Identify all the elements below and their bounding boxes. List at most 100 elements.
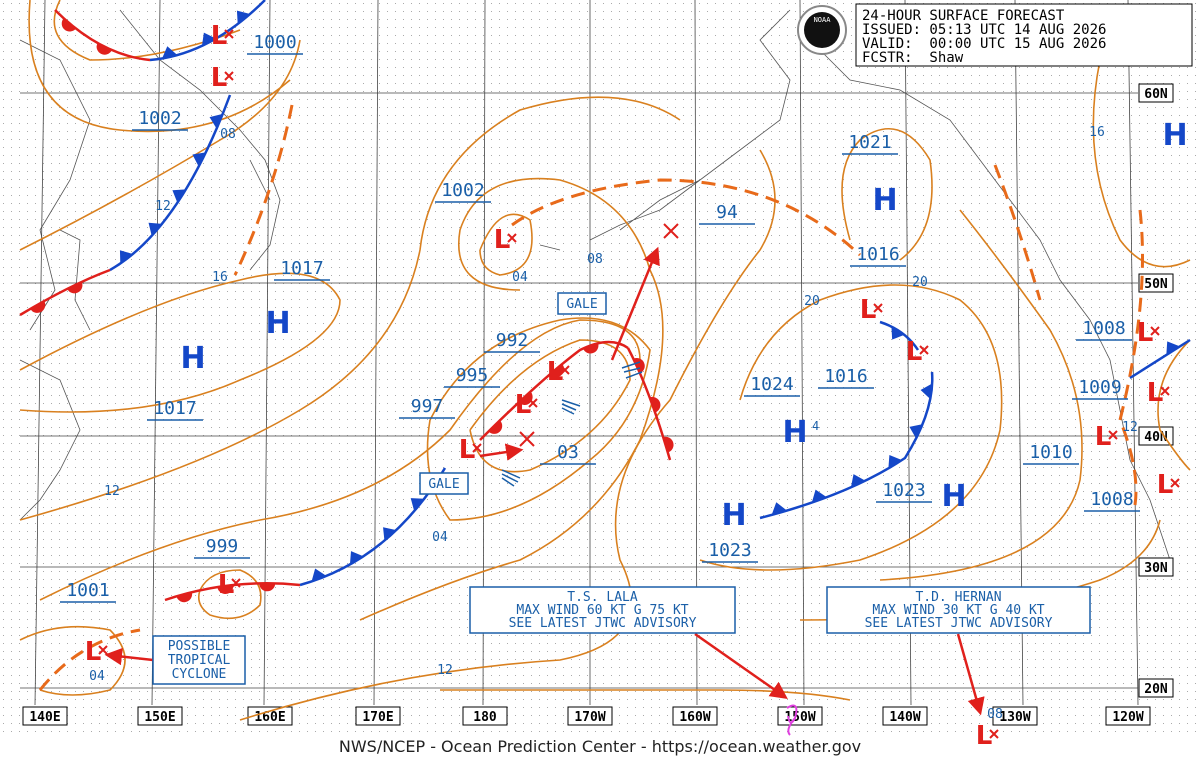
low-center: L: [85, 637, 102, 667]
front-triangle: [236, 10, 251, 25]
pressure-label: 1001: [66, 580, 109, 601]
front-semicircle: [176, 592, 193, 603]
isobar-label: 12: [155, 199, 171, 214]
low-center: L: [547, 357, 564, 387]
advisory-line: T.S. LALA: [567, 590, 638, 605]
pressure-label: 1024: [750, 374, 793, 395]
front-triangle: [888, 454, 902, 469]
low-center: L: [1137, 318, 1154, 348]
pressure-label: 03: [557, 442, 579, 463]
header-title: 24-HOUR SURFACE FORECAST: [862, 8, 1065, 24]
front-semicircle: [582, 342, 599, 354]
low-center: L: [494, 225, 511, 255]
arrows: [104, 246, 985, 716]
front-semicircle: [518, 391, 533, 405]
lon-label: 160W: [679, 710, 710, 725]
lon-label: 120W: [1112, 710, 1143, 725]
isobar-label: 20: [804, 294, 820, 309]
gale-label: GALE: [566, 297, 597, 312]
front-triangle: [349, 551, 364, 565]
lon-label-box: [137, 706, 183, 726]
front: [54, 9, 151, 62]
advisory-line: SEE LATEST JTWC ADVISORY: [509, 616, 697, 631]
lon-label-box: [1105, 706, 1151, 726]
logo-text: NOAA: [814, 16, 832, 24]
pressure-label: 1016: [824, 366, 867, 387]
front-triangle: [811, 489, 827, 503]
high-center: H: [265, 306, 290, 341]
low-x: [873, 303, 883, 313]
gale-box: [419, 472, 469, 495]
pressure-label: 1016: [856, 244, 899, 265]
front: [626, 347, 672, 461]
header-valid: VALID: 00:00 UTC 15 AUG 2026: [862, 36, 1106, 52]
high-center: H: [941, 479, 966, 514]
footer: NWS/NCEP - Ocean Prediction Center - htt…: [339, 737, 861, 756]
pressure-label: 1008: [1090, 489, 1133, 510]
low-center: L: [515, 390, 532, 420]
low-center: L: [211, 21, 228, 51]
pressure-label: 1000: [253, 32, 296, 53]
logo-inner: [804, 12, 840, 48]
front-semicircle: [67, 281, 83, 294]
pressure-label: 995: [456, 365, 489, 386]
lon-label: 180: [473, 710, 497, 725]
low-center: L: [218, 570, 235, 600]
front-triangle: [311, 568, 327, 582]
front-triangle: [192, 152, 206, 167]
low-center: L: [1147, 378, 1164, 408]
low-x: [989, 729, 999, 739]
lon-label-box: [992, 706, 1038, 726]
low-x: [560, 365, 570, 375]
lat-label: 50N: [1144, 277, 1168, 292]
gale-label: GALE: [428, 477, 459, 492]
lon-label-box: [22, 706, 68, 726]
isobar-label: 04: [432, 530, 448, 545]
low-x: [224, 71, 234, 81]
low-x: [224, 29, 234, 39]
front-semicircle: [633, 357, 645, 374]
low-x: [1160, 386, 1170, 396]
advisory-line: MAX WIND 30 KT G 40 KT: [872, 603, 1044, 618]
troughs: [38, 104, 1144, 691]
front-semicircle: [663, 436, 674, 453]
high-center: H: [1162, 118, 1187, 153]
isobar-label: 08: [587, 252, 603, 267]
isobar-label: 12: [1122, 420, 1138, 435]
low-x: [1150, 326, 1160, 336]
low-x: [507, 233, 517, 243]
note-line: TROPICAL: [168, 653, 231, 668]
high-center: H: [782, 415, 807, 450]
low-x: [919, 345, 929, 355]
note-box: [152, 635, 246, 685]
isobar-label: 16: [212, 270, 228, 285]
low-x: [231, 578, 241, 588]
low-center: L: [211, 63, 228, 93]
lat-label-box: [1138, 678, 1174, 698]
lon-label: 140E: [29, 710, 60, 725]
lon-label: 160E: [254, 710, 285, 725]
high-center: H: [721, 498, 746, 533]
lat-label-box: [1138, 557, 1174, 577]
low-x: [1108, 430, 1118, 440]
front-triangle: [161, 46, 178, 59]
pressure-label: 1017: [280, 258, 323, 279]
isobar-label: 20: [912, 275, 928, 290]
isobar-label: 04: [512, 270, 528, 285]
lon-label: 150E: [144, 710, 175, 725]
pressure-label: 1023: [708, 540, 751, 561]
pressure-label: 1002: [441, 180, 484, 201]
front-semicircle: [649, 396, 661, 413]
isobars: [19, 0, 1191, 721]
front-semicircle: [30, 300, 46, 313]
low-x: [1170, 478, 1180, 488]
front-triangle: [172, 189, 186, 203]
isobar-label: 12: [104, 484, 120, 499]
isobar-label: 12: [437, 663, 453, 678]
meridian: [34, 0, 46, 706]
pressure-label: 1008: [1082, 318, 1125, 339]
low-center: L: [976, 721, 993, 751]
header: NOAA 24-HOUR SURFACE FORECAST ISSUED: 05…: [797, 3, 1193, 67]
front-triangle: [410, 498, 425, 512]
